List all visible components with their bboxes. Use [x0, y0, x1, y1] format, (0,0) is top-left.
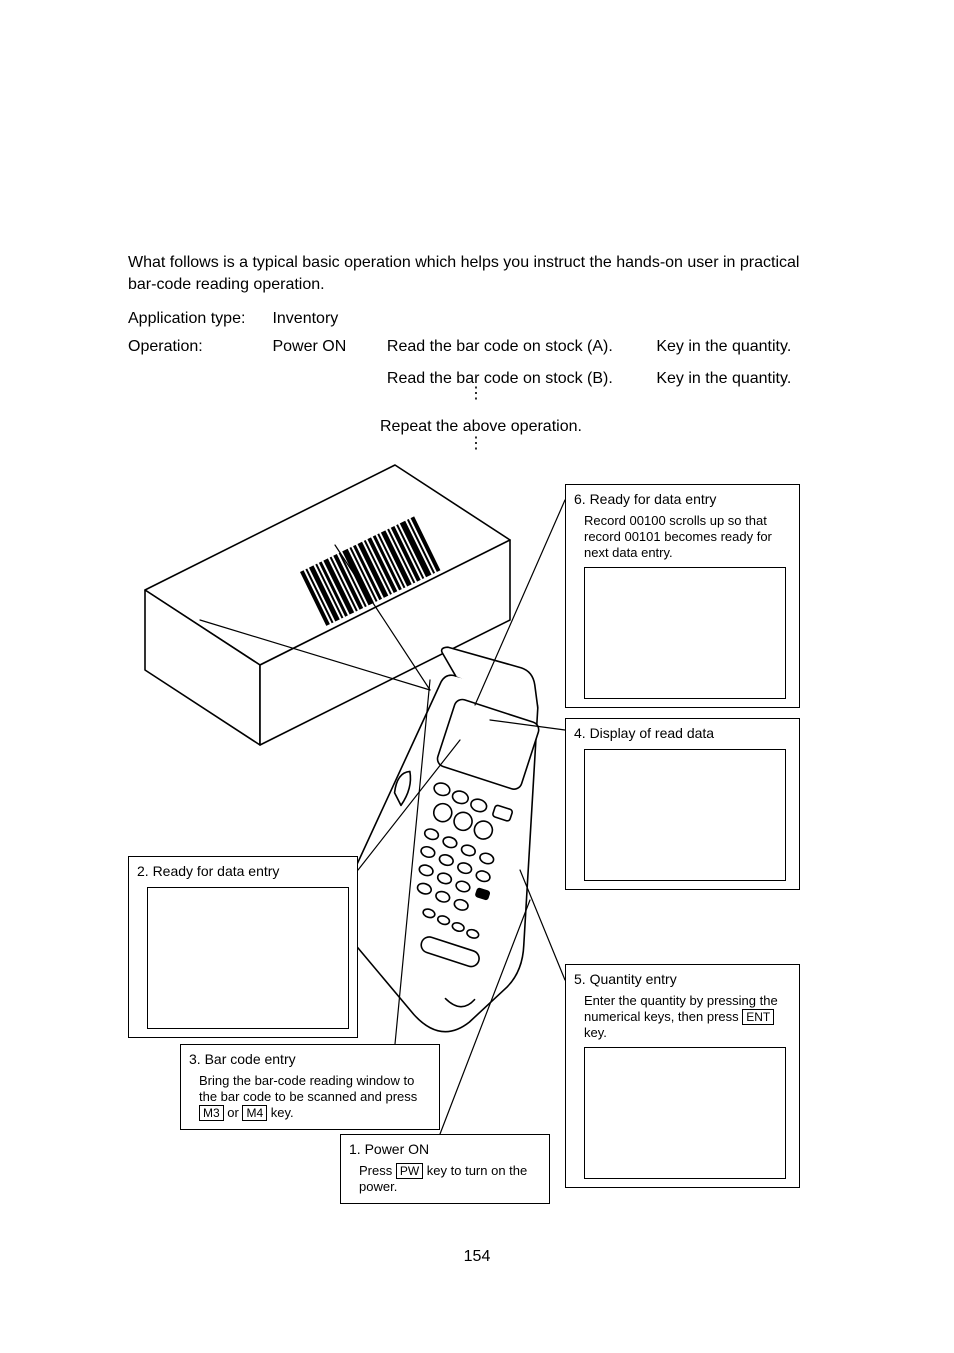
- op-repeat: Repeat the above operation.: [380, 418, 582, 436]
- operation-label: Operation:: [128, 336, 268, 358]
- page-number: 154: [0, 1248, 954, 1266]
- callout-5-body: Enter the quantity by pressing the numer…: [584, 993, 791, 1042]
- callout-5-title: 5. Quantity entry: [574, 971, 791, 989]
- op-read-a: Read the bar code on stock (A).: [387, 336, 652, 358]
- apptype-value: Inventory: [272, 310, 338, 327]
- callout-2-title: 2. Ready for data entry: [137, 863, 349, 881]
- callout-1-body: Press PW key to turn on the power.: [359, 1163, 541, 1196]
- operation-row-2: Read the bar code on stock (B). Key in t…: [128, 368, 791, 390]
- callout-1-power-on: 1. Power ON Press PW key to turn on the …: [340, 1134, 550, 1204]
- product-box-icon: [145, 465, 510, 745]
- m4-keycap: M4: [242, 1105, 267, 1121]
- callout-4-screen: [584, 749, 786, 881]
- page-root: What follows is a typical basic operatio…: [0, 0, 954, 1348]
- callout-1-title: 1. Power ON: [349, 1141, 541, 1159]
- scan-beam-icon: [200, 545, 430, 690]
- callout-2-screen: [147, 887, 349, 1029]
- pw-keycap: PW: [396, 1163, 423, 1179]
- vdots-1: ⋮: [468, 390, 486, 399]
- barcode-icon: [300, 516, 440, 626]
- callout-6-title: 6. Ready for data entry: [574, 491, 791, 509]
- intro-text: What follows is a typical basic operatio…: [128, 252, 828, 295]
- callout-6-body: Record 00100 scrolls up so that record 0…: [584, 513, 791, 562]
- apptype-label: Application type:: [128, 308, 268, 330]
- op-key-qty-b: Key in the quantity.: [656, 370, 791, 387]
- callout-3-title: 3. Bar code entry: [189, 1051, 431, 1069]
- callout-6-ready-next: 6. Ready for data entry Record 00100 scr…: [565, 484, 800, 708]
- ent-keycap: ENT: [742, 1009, 774, 1025]
- m3-keycap: M3: [199, 1105, 224, 1121]
- callout-4-display: 4. Display of read data: [565, 718, 800, 890]
- vdots-2: ⋮: [468, 440, 486, 449]
- op-key-qty-a: Key in the quantity.: [656, 338, 791, 355]
- callout-2-ready: 2. Ready for data entry: [128, 856, 358, 1038]
- leader-lines: [358, 500, 565, 1134]
- callout-6-screen: [584, 567, 786, 699]
- op-read-b: Read the bar code on stock (B).: [387, 368, 652, 390]
- operation-row-1: Operation: Power ON Read the bar code on…: [128, 336, 791, 358]
- apptype-row: Application type: Inventory: [128, 308, 338, 330]
- callout-5-quantity: 5. Quantity entry Enter the quantity by …: [565, 964, 800, 1188]
- callout-5-screen: [584, 1047, 786, 1179]
- callout-4-title: 4. Display of read data: [574, 725, 791, 743]
- op-power: Power ON: [272, 336, 382, 358]
- callout-3-barcode-entry: 3. Bar code entry Bring the bar-code rea…: [180, 1044, 440, 1130]
- callout-3-body: Bring the bar-code reading window to the…: [199, 1073, 431, 1122]
